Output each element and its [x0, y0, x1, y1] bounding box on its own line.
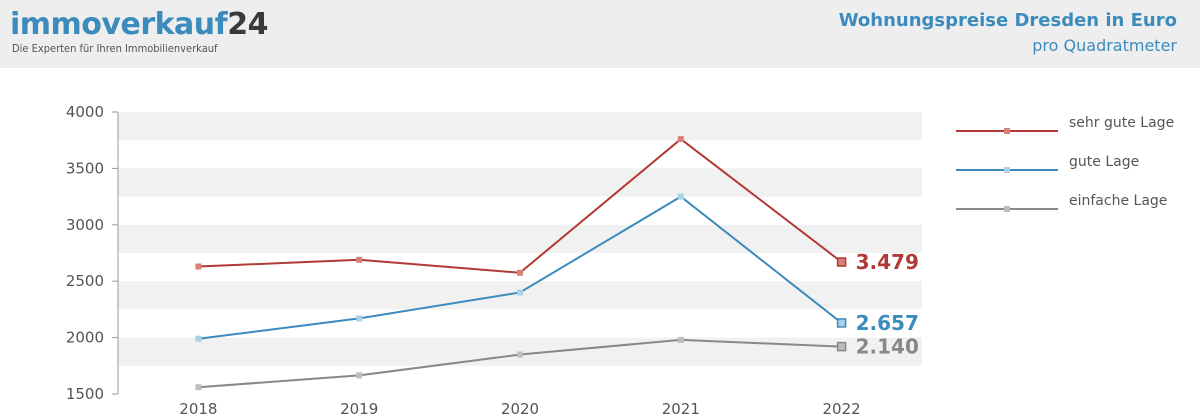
x-tick-label: 2020 [501, 400, 539, 418]
data-point [195, 384, 202, 391]
legend-marker [1004, 128, 1010, 134]
logo: immoverkauf24 [10, 8, 268, 42]
legend-label: einfache Lage [1069, 193, 1167, 209]
logo-brand: immoverkauf [10, 7, 228, 42]
data-point [677, 136, 684, 143]
y-tick-label: 2500 [66, 272, 104, 290]
end-value-label: 2.657 [856, 311, 919, 335]
y-tick-label: 1500 [66, 385, 104, 403]
x-tick-label: 2022 [823, 400, 861, 418]
data-point [677, 193, 684, 200]
data-point [836, 341, 847, 352]
x-tick-label: 2018 [179, 400, 217, 418]
logo-number: 24 [227, 7, 268, 42]
data-point [836, 318, 847, 328]
y-tick-label: 2000 [66, 329, 104, 347]
data-point [195, 263, 202, 270]
x-tick-label: 2021 [662, 400, 700, 418]
legend-label: sehr gute Lage [1069, 115, 1174, 131]
data-point [517, 289, 523, 296]
y-tick-label: 4000 [66, 103, 104, 121]
legend-marker [1004, 167, 1010, 173]
chart-title: Wohnungspreise Dresden in Euro [838, 10, 1177, 31]
data-point [517, 351, 523, 358]
data-point [356, 256, 363, 263]
chart-subtitle: pro Quadratmeter [1032, 36, 1177, 55]
series-line-1 [198, 195, 843, 340]
data-point [517, 269, 523, 276]
data-point [356, 315, 363, 322]
data-point [195, 335, 202, 342]
legend-label: gute Lage [1069, 154, 1139, 170]
y-tick-label: 3500 [66, 159, 104, 177]
grid-band [118, 224, 922, 253]
x-tick-label: 2019 [340, 400, 378, 418]
legend-marker [1004, 206, 1010, 212]
logo-tagline: Die Experten für Ihren Immobilienverkauf [12, 42, 218, 55]
data-point [836, 257, 847, 267]
grid-band [118, 168, 922, 197]
end-value-label: 3.479 [856, 250, 919, 274]
header-bar: immoverkauf24 Die Experten für Ihren Imm… [0, 0, 1200, 68]
end-value-label: 2.140 [856, 335, 919, 359]
grid-band [118, 112, 922, 141]
y-tick-label: 3000 [66, 216, 104, 234]
data-point [677, 336, 684, 343]
data-point [356, 372, 363, 379]
